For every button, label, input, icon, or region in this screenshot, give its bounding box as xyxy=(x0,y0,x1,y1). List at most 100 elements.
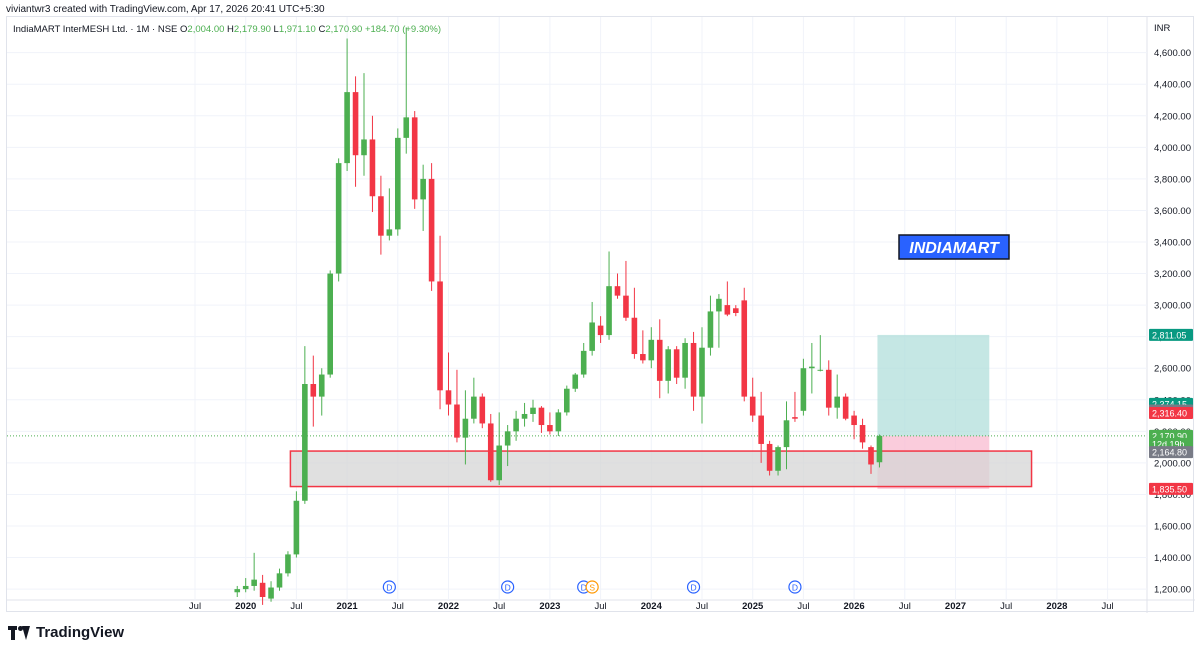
x-tick-label: 2021 xyxy=(337,601,359,612)
price-scale-label-bg xyxy=(1149,482,1193,495)
candle-body xyxy=(352,92,359,156)
y-tick-label: 3,600.00 xyxy=(1154,206,1191,217)
candle-body xyxy=(876,435,883,463)
ohlc-legend-part: +184.70 (+9.30%) xyxy=(365,24,441,35)
x-tick-label: Jul xyxy=(1000,601,1012,612)
candle-body xyxy=(707,311,714,348)
x-tick-label: Jul xyxy=(797,601,809,612)
candle-body xyxy=(479,396,486,424)
candle-body xyxy=(555,412,562,432)
candle-body xyxy=(766,443,773,471)
price-scale-label: 1,835.50 xyxy=(1152,484,1187,494)
candle-body xyxy=(259,582,266,597)
y-tick-label: 1,800.00 xyxy=(1154,490,1191,501)
dividend-event-marker xyxy=(382,580,396,594)
x-tick-label: 2027 xyxy=(945,601,966,612)
x-tick-label: 2028 xyxy=(1046,601,1067,612)
symbol-watermark-badge xyxy=(898,234,1010,260)
tradingview-icon xyxy=(8,625,30,640)
candle-body xyxy=(487,423,494,481)
x-tick-label: Jul xyxy=(595,601,607,612)
split-event-marker xyxy=(585,580,599,594)
price-scale-label: 2,170.90 xyxy=(1152,431,1187,441)
event-marker-label: D xyxy=(581,583,587,593)
ohlc-legend-part: C xyxy=(318,24,325,35)
candle-body xyxy=(344,92,350,164)
y-tick-label: 4,200.00 xyxy=(1154,111,1191,122)
candle-body xyxy=(597,325,604,336)
candle-body xyxy=(378,196,384,236)
candle-body xyxy=(733,308,739,313)
candle-body xyxy=(521,413,528,419)
candle-body xyxy=(868,447,874,465)
candle-body xyxy=(817,369,824,371)
x-tick-label: 2024 xyxy=(641,601,663,612)
candle-body xyxy=(411,117,418,200)
ohlc-legend: IndiaMART InterMESH Ltd. · 1M · NSE O2,0… xyxy=(13,24,441,35)
ohlc-legend-part: 1,971.10 xyxy=(279,24,319,35)
price-scale-label: 2,811.05 xyxy=(1152,330,1186,340)
candle-body xyxy=(716,298,722,312)
support-zone-box xyxy=(289,450,1033,488)
candle-body xyxy=(538,407,545,426)
price-chart[interactable]: 1,200.00 1,400.00 1,600.00 1,800.00 2,000.00… xyxy=(7,17,1195,613)
y-tick-label: 4,400.00 xyxy=(1154,80,1191,91)
candle-body xyxy=(395,137,401,230)
candle-body xyxy=(589,322,595,351)
candle-body xyxy=(293,500,300,555)
candle-body xyxy=(302,384,308,501)
x-tick-label: Jul xyxy=(189,601,201,612)
candle-body xyxy=(437,281,443,391)
tradingview-brand-text: TradingView xyxy=(36,624,125,641)
chart-frame[interactable]: 1,200.00 1,400.00 1,600.00 1,800.00 2,000.00… xyxy=(6,16,1195,613)
candle-body xyxy=(783,420,790,448)
candle-body xyxy=(445,390,452,405)
dividend-event-marker xyxy=(788,580,802,594)
x-tick-label: 2020 xyxy=(235,601,256,612)
event-marker-label: D xyxy=(505,583,511,593)
x-tick-label: Jul xyxy=(392,601,404,612)
candle-body xyxy=(775,447,781,471)
x-tick-label: Jul xyxy=(290,601,302,612)
ohlc-legend-part: 2,004.00 xyxy=(187,24,227,35)
price-scale-label-bg xyxy=(1149,446,1193,459)
candle-body xyxy=(572,374,579,389)
x-tick-label: 2023 xyxy=(539,601,560,612)
candle-body xyxy=(386,229,393,236)
ohlc-legend-part: IndiaMART InterMESH Ltd. · 1M · NSE xyxy=(13,24,180,35)
candle-body xyxy=(682,342,688,378)
x-tick-label: Jul xyxy=(493,601,505,612)
event-marker-label: D xyxy=(690,583,696,593)
candle-body xyxy=(648,339,655,361)
candle-body xyxy=(580,350,587,375)
candle-body xyxy=(699,347,705,397)
ohlc-legend-part: O xyxy=(180,24,187,35)
ohlc-legend-part: L xyxy=(274,24,279,35)
candle-body xyxy=(834,396,840,408)
y-tick-label: 3,000.00 xyxy=(1154,301,1191,312)
candle-body xyxy=(792,417,798,419)
candle-body xyxy=(496,445,502,481)
price-scale-label-bg xyxy=(1149,328,1193,341)
tradingview-logo: TradingView xyxy=(8,624,124,641)
y-tick-label: 2,000.00 xyxy=(1154,458,1191,469)
candle-body xyxy=(513,418,519,432)
price-scale-label: 2,374.15 xyxy=(1152,399,1187,409)
x-tick-label: Jul xyxy=(696,601,708,612)
event-marker-label: D xyxy=(386,583,392,593)
candle-body xyxy=(547,425,553,432)
candle-body xyxy=(530,407,536,414)
candle-body xyxy=(242,585,249,590)
x-tick-label: Jul xyxy=(1102,601,1114,612)
candle-body xyxy=(327,273,333,375)
y-tick-label: 4,000.00 xyxy=(1154,143,1191,154)
ohlc-legend-part: H xyxy=(227,24,234,35)
y-tick-label: 3,800.00 xyxy=(1154,174,1191,185)
x-tick-label: 2026 xyxy=(844,601,865,612)
candle-body xyxy=(428,178,435,282)
candle-body xyxy=(310,384,317,397)
price-scale-label-bg xyxy=(1149,406,1193,419)
candle-body xyxy=(285,554,291,574)
event-marker-label: D xyxy=(792,583,798,593)
candle-body xyxy=(251,579,257,586)
